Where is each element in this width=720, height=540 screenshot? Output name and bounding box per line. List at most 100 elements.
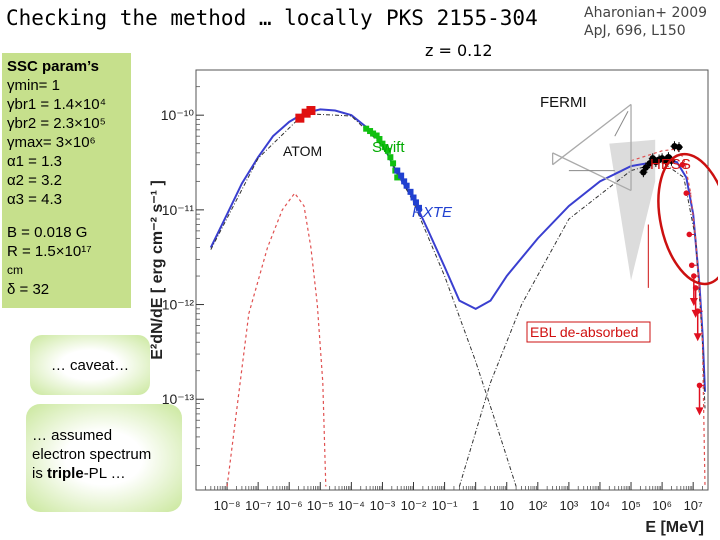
x-axis-label: E [MeV] — [645, 519, 704, 536]
slide-title: Checking the method … locally — [6, 6, 373, 30]
reference-citation: Aharonian+ 2009 ApJ, 696, L150 — [584, 4, 707, 40]
ssc-parameters-box: SSC param’s γmin= 1 γbr1 = 1.4×10⁴ γbr2 … — [2, 53, 131, 308]
param-gamma-max: γmax= 3×10⁶ — [7, 134, 96, 151]
point-ebl-de-absorbed — [679, 161, 686, 168]
ssc-model-curve — [209, 108, 706, 392]
param-alpha2: α2 = 3.2 — [7, 172, 62, 189]
model-curves — [209, 108, 706, 487]
plot-frame — [195, 69, 709, 491]
param-gamma-br1: γbr1 = 1.4×10⁴ — [7, 96, 107, 113]
y-tick-label: 10⁻¹¹ — [162, 202, 195, 218]
x-tick-label: 10³ — [559, 498, 578, 513]
point-swift — [394, 174, 401, 181]
data-points — [295, 106, 705, 416]
point-rxte — [407, 188, 414, 195]
fermi-label: FERMI — [540, 94, 587, 111]
assumption-line-3-post: -PL … — [83, 465, 126, 482]
x-tick-label: 10⁻⁶ — [276, 498, 303, 513]
param-alpha3: α3 = 4.3 — [7, 191, 62, 208]
param-alpha1: α1 = 1.3 — [7, 153, 62, 170]
point-ebl-de-absorbed — [696, 382, 703, 389]
x-tick-label: 10⁻⁵ — [307, 498, 334, 513]
y-tick-label: 10⁻¹³ — [162, 391, 195, 407]
point-swift — [370, 130, 377, 137]
x-tick-label: 1 — [472, 498, 479, 513]
upper-limit-arrow — [689, 298, 698, 307]
ebl-model-curve — [630, 148, 706, 487]
upper-limit-arrow — [695, 407, 704, 416]
point-ebl-de-absorbed — [686, 231, 693, 238]
series-rxte — [394, 167, 422, 211]
fermi-bowtie-upper — [552, 103, 632, 166]
x-tick-label: 10⁷ — [684, 498, 703, 513]
caveat-text: … caveat… — [50, 357, 130, 374]
caveat-callout: … caveat… — [30, 335, 150, 395]
component-dashed-curve — [226, 192, 327, 487]
assumption-line-3: is triple-PL … — [32, 464, 151, 483]
assumption-line-3-pre: is — [32, 465, 47, 482]
param-b-field: B = 0.018 G — [7, 224, 88, 241]
source-name: PKS 2155-304 — [386, 6, 538, 30]
annotations: FERMI ATOM Swift RXTE HESS EBL de-absorbed — [283, 94, 718, 343]
point-rxte — [412, 199, 419, 206]
point-swift — [390, 160, 397, 167]
point-hess — [646, 160, 653, 167]
x-tick-label: 10⁻⁴ — [338, 498, 365, 513]
point-hess — [675, 143, 683, 151]
point-ebl-de-absorbed — [692, 285, 699, 291]
y-tick-label: 10⁻¹² — [162, 297, 195, 313]
point-ebl-de-absorbed — [691, 273, 697, 279]
param-radius-unit: cm — [7, 263, 23, 277]
series-swift — [363, 125, 401, 181]
point-swift — [367, 128, 374, 135]
point-swift — [376, 136, 383, 143]
point-ebl-de-absorbed — [694, 308, 701, 315]
y-tick-label: 10⁻¹⁰ — [161, 107, 195, 123]
point-atom — [306, 106, 316, 116]
x-tick-label: 10⁻³ — [370, 498, 396, 513]
series-atom — [295, 106, 316, 123]
assumption-callout: … assumed electron spectrum is triple-PL… — [26, 404, 182, 512]
x-tick-label: 10⁵ — [621, 498, 641, 513]
x-tick-label: 10 — [499, 498, 513, 513]
point-swift — [373, 132, 380, 139]
x-tick-label: 10⁴ — [590, 498, 610, 513]
assumption-triple: triple — [47, 465, 84, 482]
x-tick-label: 10² — [528, 498, 547, 513]
swift-label: Swift — [372, 139, 405, 156]
fermi-bowtie — [551, 103, 632, 192]
point-hess — [642, 164, 650, 171]
ebl-label-box — [526, 321, 651, 343]
point-rxte — [410, 194, 417, 201]
assumption-line-2: electron spectrum — [32, 446, 152, 463]
point-rxte — [415, 204, 422, 211]
point-ebl-de-absorbed — [683, 190, 690, 196]
upper-limit-arrow — [693, 333, 702, 342]
y-axis-label: E²dN/dE [ erg cm⁻² s⁻¹ ] — [149, 180, 166, 360]
x-tick-label: 10⁻¹ — [432, 498, 458, 513]
redshift-label: z = 0.12 — [425, 41, 493, 60]
point-atom — [301, 108, 311, 118]
point-rxte — [398, 172, 405, 179]
ebl-label: EBL de-absorbed — [530, 324, 638, 340]
param-radius: R = 1.5×10¹⁷ — [7, 243, 92, 260]
point-swift — [363, 125, 370, 132]
x-tick-label: 10⁶ — [652, 498, 672, 513]
x-tick-label: 10⁻⁷ — [245, 498, 271, 513]
highlight-ellipse — [657, 152, 718, 286]
hess-label: HESS — [650, 156, 691, 173]
x-axis: 10⁻⁸ 10⁻⁷ 10⁻⁶ 10⁻⁵ 10⁻⁴ 10⁻³ 10⁻² 10⁻¹ 1 10 10² 10… — [204, 482, 709, 536]
reference-authors: Aharonian+ 2009 — [584, 5, 708, 21]
param-gamma-br2: γbr2 = 2.3×10⁵ — [7, 115, 106, 132]
series-ebl-de-absorbed — [679, 161, 705, 416]
reference-journal: ApJ, 696, L150 — [584, 23, 686, 39]
x-tick-label: 10⁻² — [401, 498, 427, 513]
param-doppler: δ = 32 — [7, 281, 50, 298]
atom-label: ATOM — [283, 143, 322, 159]
assumption-line-1: … assumed — [32, 427, 113, 444]
point-atom — [295, 113, 305, 123]
fermi-bowtie-lower — [552, 152, 632, 192]
plot-border — [195, 69, 709, 491]
point-ebl-de-absorbed — [688, 262, 695, 269]
y-axis: 10⁻¹⁰ 10⁻¹¹ 10⁻¹² 10⁻¹³ E²dN/dE [ erg cm⁻² s… — [149, 69, 204, 466]
